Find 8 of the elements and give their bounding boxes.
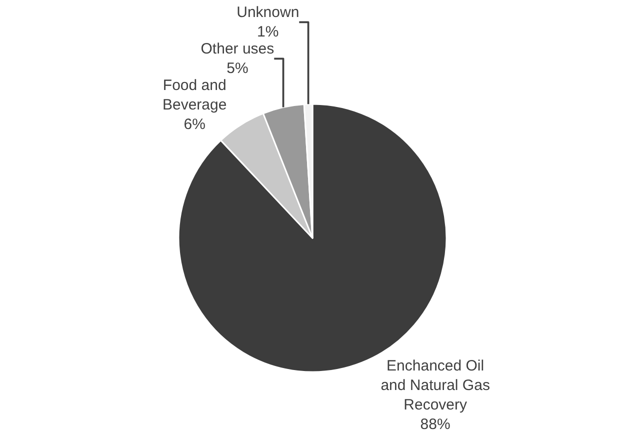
slice-label: Other uses <box>200 40 274 58</box>
data-label: 5% <box>226 60 248 77</box>
slice-label: Unknown <box>236 4 300 21</box>
slice-label: Food and Beverage <box>162 76 227 114</box>
slice-label: Enchanced Oil and Natural Gas Recovery <box>380 357 490 414</box>
data-label: 6% <box>184 116 206 133</box>
data-label: 88% <box>420 416 450 433</box>
data-label: 1% <box>257 23 279 40</box>
